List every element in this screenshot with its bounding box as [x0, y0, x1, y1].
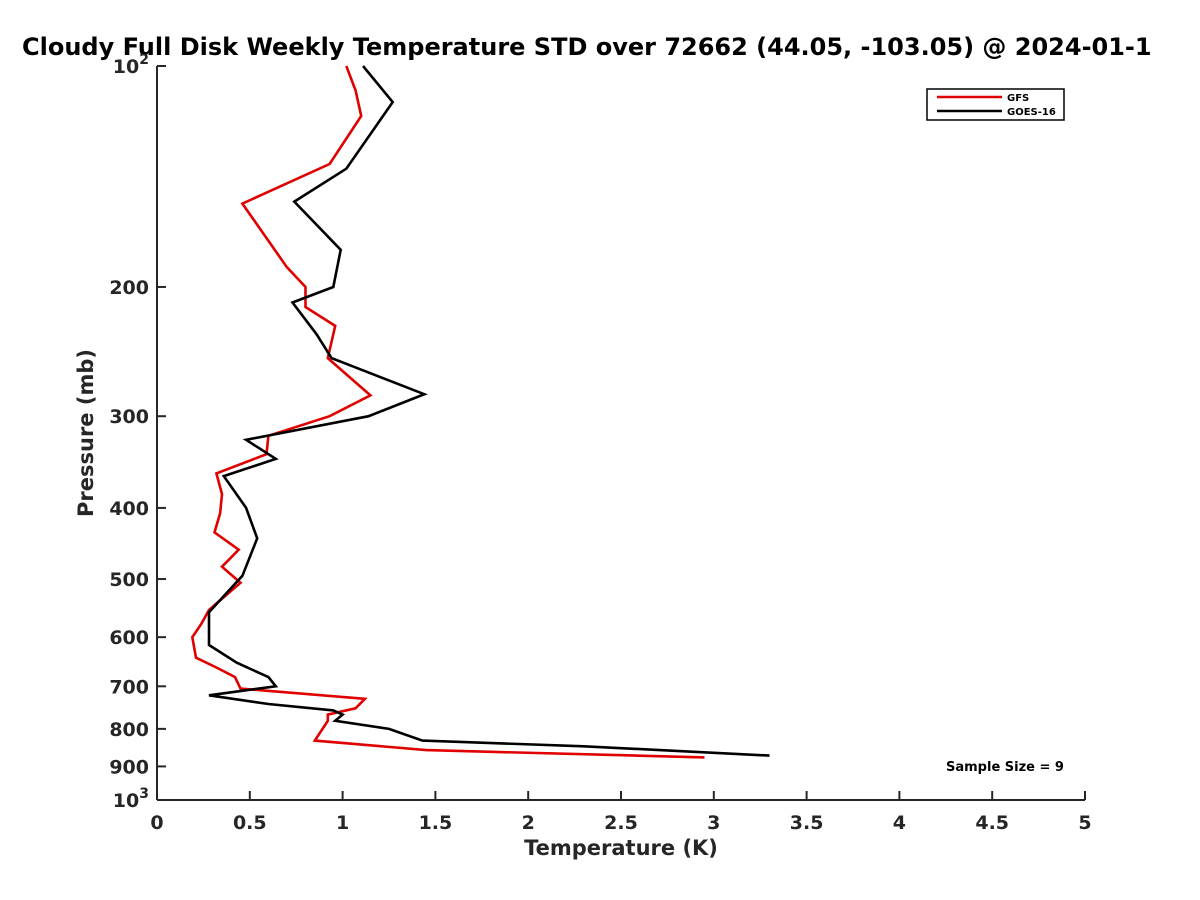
y-tick-label: 500: [109, 569, 149, 591]
x-axis-label: Temperature (K): [524, 836, 718, 860]
y-tick-label: 900: [109, 756, 149, 778]
series-line-gfs: [190, 65, 705, 759]
axes: 0 0.5 1 1.5 2 2.5 3 3.5 4 4.5 5 102 200 300 400 500 600 7…: [109, 52, 1091, 834]
y-tick-label: 700: [109, 676, 149, 698]
series-line-goes-16: [207, 65, 770, 757]
y-tick-label: 800: [109, 719, 149, 741]
chart-title: Cloudy Full Disk Weekly Temperature STD …: [22, 33, 1152, 61]
series-layer: [190, 65, 770, 759]
y-tick-label: 200: [109, 277, 149, 299]
x-tick-label: 3: [707, 812, 720, 834]
sample-size-annotation: Sample Size = 9: [946, 760, 1064, 775]
legend-label: GOES-16: [1007, 107, 1056, 118]
y-tick-label: 400: [109, 498, 149, 520]
y-tick-label: 103: [113, 786, 149, 812]
legend: GFS GOES-16: [926, 88, 1065, 121]
x-tick-label: 1: [336, 812, 349, 834]
x-tick-label: 2.5: [604, 812, 638, 834]
legend-box: [926, 88, 1065, 121]
y-axis-label: Pressure (mb): [74, 349, 98, 517]
x-tick-label: 4: [893, 812, 906, 834]
x-tick-label: 5: [1078, 812, 1091, 834]
x-tick-label: 0.5: [233, 812, 267, 834]
x-tick-label: 1.5: [419, 812, 453, 834]
x-tick-label: 2: [522, 812, 535, 834]
y-tick-label: 102: [113, 52, 149, 78]
x-tick-label: 4.5: [975, 812, 1009, 834]
y-tick-label: 300: [109, 406, 149, 428]
y-tick-label: 600: [109, 627, 149, 649]
x-tick-label: 3.5: [790, 812, 824, 834]
x-tick-label: 0: [150, 812, 163, 834]
legend-label: GFS: [1007, 93, 1029, 104]
